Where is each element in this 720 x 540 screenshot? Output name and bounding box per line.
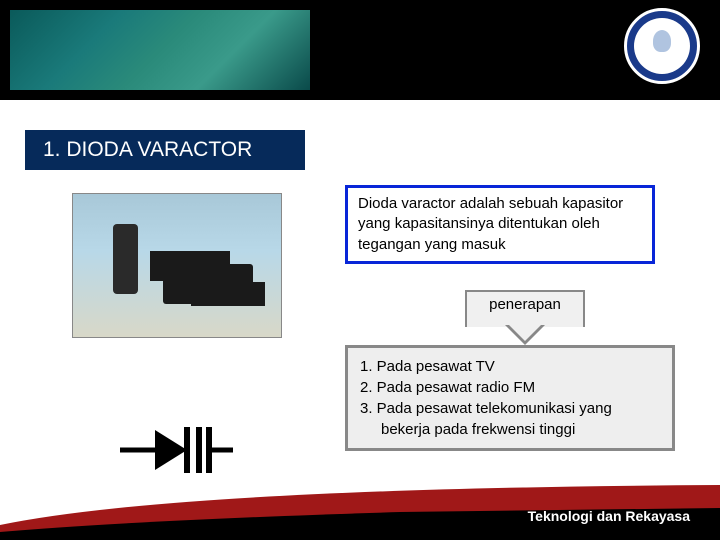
arrow-label: penerapan: [465, 290, 585, 317]
arrow-callout: penerapan: [450, 290, 600, 347]
definition-box: Dioda varactor adalah sebuah kapasitor y…: [345, 185, 655, 264]
header: [0, 0, 720, 100]
varactor-symbol-icon: [115, 415, 235, 485]
component-photo: [72, 193, 282, 338]
list-item: 3. Pada pesawat telekomunikasi yang beke…: [360, 398, 660, 440]
section-title: 1. DIODA VARACTOR: [25, 130, 305, 170]
footer-text: Teknologi dan Rekayasa: [528, 508, 690, 524]
arrow-down-icon: [465, 317, 585, 347]
list-item: 1. Pada pesawat TV: [360, 356, 660, 377]
header-decorative-image: [10, 10, 310, 90]
logo-inner-icon: [634, 18, 690, 74]
logo-badge: [624, 8, 700, 84]
applications-list: 1. Pada pesawat TV 2. Pada pesawat radio…: [345, 345, 675, 451]
list-item: 2. Pada pesawat radio FM: [360, 377, 660, 398]
